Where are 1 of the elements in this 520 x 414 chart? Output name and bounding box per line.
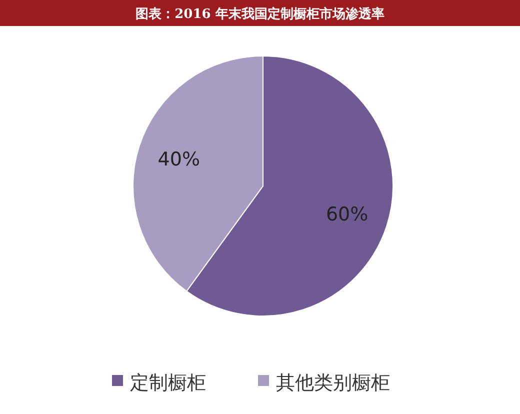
title: 图表：2016 年末我国定制橱柜市场渗透率 [136,7,384,22]
